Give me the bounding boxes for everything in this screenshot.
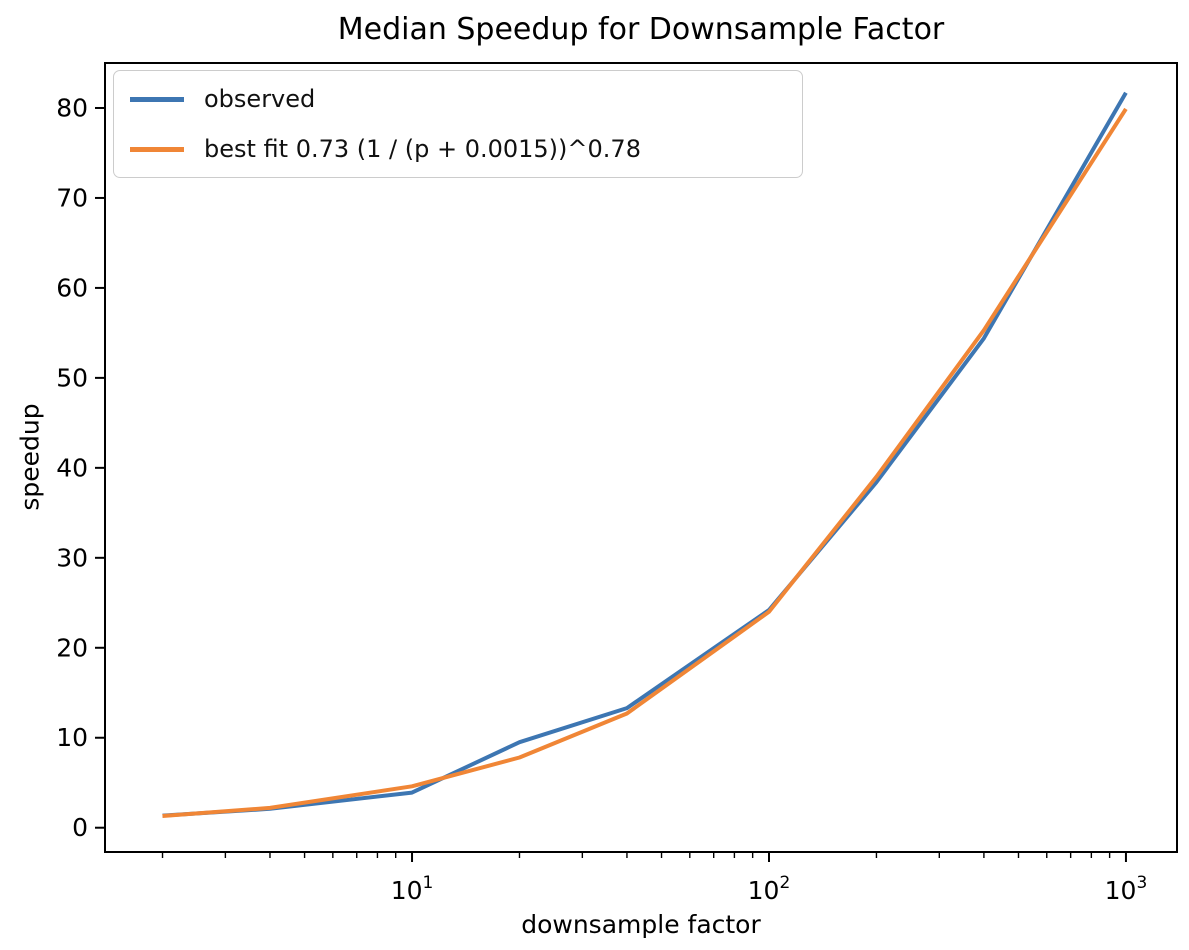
legend-item-observed: observed: [130, 74, 802, 124]
legend-item-best-fit: best fit 0.73 (1 / (p + 0.0015))^0.78: [130, 124, 802, 174]
legend-line-best-fit-icon: [130, 146, 184, 152]
y-tick-label: 10: [56, 723, 88, 752]
legend: observed best fit 0.73 (1 / (p + 0.0015)…: [113, 70, 803, 178]
chart-title: Median Speedup for Downsample Factor: [337, 12, 945, 47]
x-tick-label: 101: [391, 873, 434, 905]
y-tick-label: 30: [56, 543, 88, 572]
y-tick-label: 50: [56, 363, 88, 392]
y-axis-label: speedup: [15, 403, 45, 511]
y-tick-label: 0: [72, 813, 88, 842]
x-axis-label: downsample factor: [521, 910, 761, 939]
best-fit-line: [162, 107, 1128, 818]
y-tick-label: 60: [56, 273, 88, 302]
legend-label-observed: observed: [204, 85, 316, 113]
legend-label-best-fit: best fit 0.73 (1 / (p + 0.0015))^0.78: [204, 135, 641, 163]
y-tick-label: 20: [56, 633, 88, 662]
axes-frame: [104, 62, 1178, 853]
x-tick-label: 102: [748, 873, 791, 905]
observed-line: [162, 91, 1128, 818]
y-tick-label: 70: [56, 183, 88, 212]
x-tick-label: 103: [1105, 873, 1148, 905]
legend-line-observed-icon: [130, 96, 184, 102]
y-tick-label: 80: [56, 93, 88, 122]
y-tick-label: 40: [56, 453, 88, 482]
